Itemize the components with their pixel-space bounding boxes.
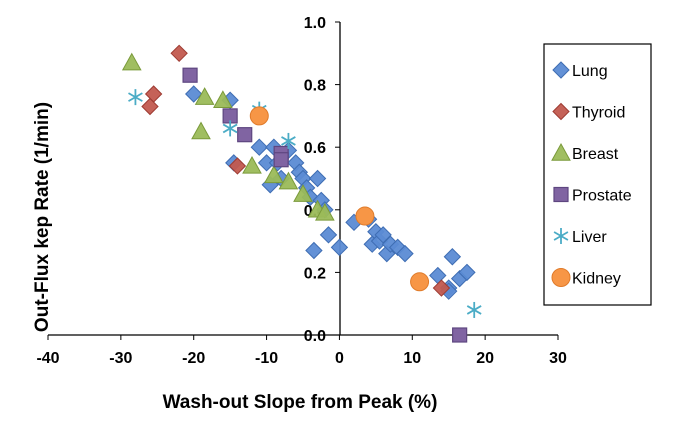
breast-point xyxy=(213,90,233,108)
x-tick-label: 0 xyxy=(335,350,344,367)
legend: Lung Thyroid Breast Prostate Liver Kidney xyxy=(543,43,652,306)
prostate-point xyxy=(452,327,468,343)
y-tick-label: 0.6 xyxy=(304,140,326,157)
breast-point xyxy=(278,171,299,190)
breast-point xyxy=(121,52,142,71)
x-tick-label: 10 xyxy=(403,350,421,367)
x-tick-label: 20 xyxy=(476,350,494,367)
lung-point xyxy=(185,85,203,103)
liver-point xyxy=(222,120,238,137)
prostate-point xyxy=(237,127,253,143)
x-tick-label: -10 xyxy=(255,350,278,367)
legend-thyroid-marker xyxy=(552,102,570,121)
kidney-point xyxy=(355,206,375,226)
legend-prostate-marker xyxy=(553,186,569,203)
legend-kidney-label: Kidney xyxy=(572,271,621,288)
y-tick-label: 1.0 xyxy=(304,15,326,32)
lung-point xyxy=(396,244,414,263)
y-axis-title: Out-Flux kep Rate (1/min) xyxy=(32,102,53,332)
thyroid-point xyxy=(228,157,247,175)
legend-liver-marker xyxy=(553,228,569,244)
y-tick-label: 0.0 xyxy=(304,328,326,345)
breast-point xyxy=(293,184,313,202)
data-points xyxy=(121,44,482,343)
lung-point xyxy=(443,248,462,266)
x-tick-label: -30 xyxy=(109,350,132,367)
lung-point xyxy=(308,169,327,188)
lung-point xyxy=(458,263,476,282)
kidney-point xyxy=(249,106,269,126)
legend-lung-label: Lung xyxy=(572,63,608,80)
breast-point xyxy=(191,121,211,140)
x-tick-labels: -40 -30 -20 -10 0 10 20 30 xyxy=(36,335,567,367)
thyroid-point xyxy=(144,85,163,103)
lung-point xyxy=(305,241,323,260)
breast-point xyxy=(264,165,284,184)
lung-point xyxy=(429,266,447,285)
x-tick-label: -40 xyxy=(36,350,59,367)
kidney-point xyxy=(410,272,430,292)
prostate-point xyxy=(182,67,198,83)
breast-point xyxy=(242,155,262,174)
y-tick-label: 0.8 xyxy=(304,78,326,95)
lung-point xyxy=(330,238,349,257)
legend-lung-marker xyxy=(552,61,570,79)
x-tick-label: -20 xyxy=(182,350,205,367)
legend-prostate-label: Prostate xyxy=(572,188,632,205)
x-axis-title: Wash-out Slope from Peak (%) xyxy=(163,392,438,413)
thyroid-point xyxy=(141,97,159,116)
legend-breast-label: Breast xyxy=(572,146,619,163)
thyroid-point xyxy=(432,279,451,297)
breast-point xyxy=(315,202,335,221)
prostate-point xyxy=(273,152,289,168)
legend-box xyxy=(543,43,652,306)
legend-kidney-marker xyxy=(551,268,571,287)
thyroid-point xyxy=(170,44,188,63)
x-tick-label: 30 xyxy=(549,350,567,367)
liver-point xyxy=(466,301,482,318)
lung-point xyxy=(319,226,338,244)
legend-breast-marker xyxy=(551,142,571,161)
liver-point xyxy=(281,132,296,149)
axes xyxy=(48,22,558,336)
legend-thyroid-label: Thyroid xyxy=(572,105,625,122)
breast-point xyxy=(194,87,215,105)
y-tick-label: 0.2 xyxy=(304,265,326,282)
legend-liver-label: Liver xyxy=(572,229,607,246)
liver-point xyxy=(128,89,143,106)
lung-point xyxy=(250,138,268,156)
